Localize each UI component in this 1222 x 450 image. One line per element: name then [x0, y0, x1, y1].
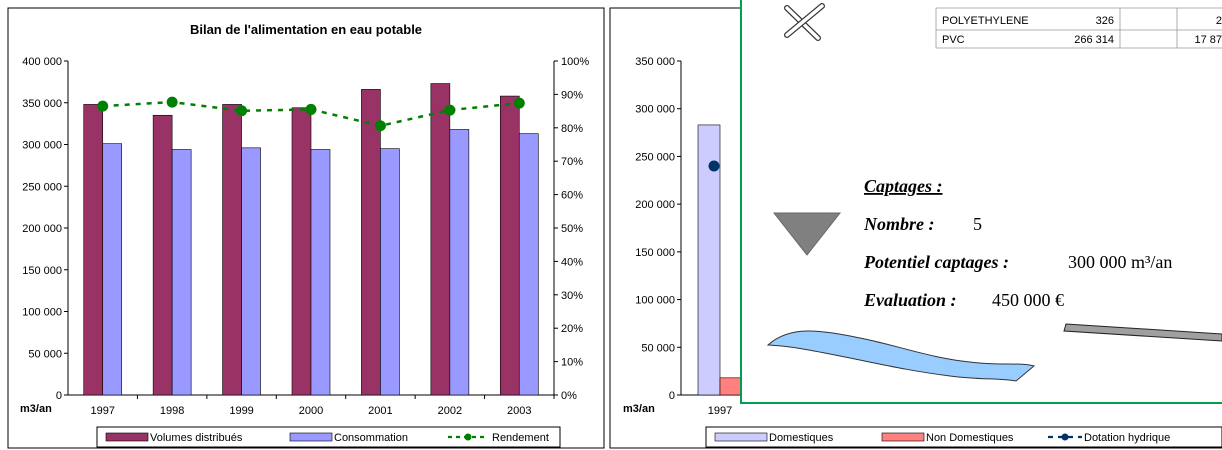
chart2-y-tick-label: 250 000 [635, 151, 675, 163]
chart1-y-tick-label: 400 000 [22, 56, 62, 68]
chart2-y-tick-label: 100 000 [635, 295, 675, 307]
chart2-legend-box [705, 426, 1222, 448]
bar-consommation [449, 129, 470, 396]
material-table: POLYETHYLENE 326 2 PVC 266 314 17 87 [935, 7, 1222, 49]
chart1-x-tick-label: 2000 [299, 405, 323, 417]
table-row-material: PVC [942, 34, 965, 46]
captages-heading: Captages : [864, 176, 943, 196]
legend-marker-rendement [464, 433, 472, 441]
bar-non-domestiques [719, 377, 743, 396]
bar-domestiques [697, 124, 721, 396]
chart1-y-tick-label: 350 000 [22, 98, 62, 110]
chart2-y-tick-label: 50 000 [641, 342, 675, 354]
evaluation-label: Evaluation : [863, 290, 957, 310]
potentiel-value: 300 000 m³/an [1068, 252, 1172, 272]
chart1-y-tick-label: 0 [56, 390, 62, 402]
cross-icon [784, 3, 825, 41]
legend-swatch-non-domestiques [881, 432, 925, 442]
legend-label-domestiques: Domestiques [769, 432, 834, 444]
chart1-x-tick-label: 1997 [90, 405, 114, 417]
legend-swatch-consommation [289, 432, 333, 442]
chart1-x-tick-label: 1998 [160, 405, 184, 417]
legend-label-volumes: Volumes distribués [150, 432, 243, 444]
pipe-icon [1063, 323, 1222, 342]
bar-consommation [241, 147, 261, 396]
chart1-y2-tick-label: 90% [561, 89, 583, 101]
nombre-label: Nombre : [863, 214, 935, 234]
potentiel-label: Potentiel captages : [863, 252, 1009, 272]
legend-label-rendement: Rendement [492, 432, 549, 444]
legend-label-non-domestiques: Non Domestiques [926, 432, 1014, 444]
chart1-y2-tick-label: 50% [561, 223, 583, 235]
chart1-y-tick-label: 150 000 [22, 265, 62, 277]
captages-overlay-panel: POLYETHYLENE 326 2 PVC 266 314 17 87 Cap… [740, 0, 1222, 404]
rendement-point [97, 100, 109, 112]
dotation-point [708, 160, 720, 172]
chart2-x-tick-label: 1997 [708, 405, 732, 417]
bar-consommation [518, 133, 539, 396]
chart1-y-tick-label: 100 000 [22, 307, 62, 319]
chart1-y-tick-label: 200 000 [22, 223, 62, 235]
chart1-y-tick-label: 50 000 [28, 348, 62, 360]
chart1-y2-tick-label: 10% [561, 357, 583, 369]
chart1-x-tick-label: 2001 [368, 405, 392, 417]
bar-consommation [380, 148, 400, 396]
bar-volumes-distribues [430, 83, 451, 396]
chart1-y2-tick-label: 70% [561, 156, 583, 168]
chart-water-balance: Bilan de l'alimentation en eau potable 0… [7, 7, 605, 449]
chart1-y2-tick-label: 40% [561, 256, 583, 268]
legend-swatch-domestiques [714, 432, 768, 442]
chart1-y2-tick-label: 20% [561, 323, 583, 335]
chart2-y-tick-label: 200 000 [635, 199, 675, 211]
bar-consommation [171, 149, 192, 396]
rendement-point [444, 104, 456, 116]
chart1-y-tick-label: 250 000 [22, 181, 62, 193]
table-row-extra: 2 [1216, 15, 1222, 27]
chart1-y2-tick-label: 30% [561, 290, 583, 302]
chart1-y2-tick-label: 100% [561, 56, 589, 68]
chart1-title: Bilan de l'alimentation en eau potable [190, 22, 422, 37]
chart1-y-tick-label: 300 000 [22, 140, 62, 152]
chart1-x-tick-label: 2002 [438, 405, 462, 417]
legend-marker-dotation [1061, 433, 1069, 441]
chart1-x-tick-label: 1999 [229, 405, 253, 417]
bar-volumes-distribues [499, 95, 520, 396]
rendement-point [513, 97, 525, 109]
bar-volumes-distribues [222, 104, 242, 396]
chart1-y2-tick-label: 60% [561, 190, 583, 202]
bar-consommation [310, 149, 331, 396]
chart1-y2-tick-label: 80% [561, 123, 583, 135]
chart1-unit-label: m3/an [20, 403, 52, 415]
chart1-x-tick-label: 2003 [507, 405, 531, 417]
legend-swatch-volumes [105, 432, 149, 442]
triangle-icon [772, 212, 842, 256]
rendement-point [166, 96, 178, 108]
chart2-y-tick-label: 150 000 [635, 247, 675, 259]
legend-label-consommation: Consommation [334, 432, 408, 444]
table-row-extra: 17 87 [1194, 34, 1222, 46]
rendement-point [236, 105, 248, 117]
legend-label-dotation: Dotation hydrique [1084, 432, 1170, 444]
chart1-y2-tick-label: 0% [561, 390, 577, 402]
nombre-value: 5 [973, 214, 982, 234]
chart1-legend: Volumes distribués Consommation Rendemen… [96, 426, 561, 448]
chart2-y-tick-label: 350 000 [635, 56, 675, 68]
bar-volumes-distribues [361, 89, 381, 396]
chart2-y-tick-label: 0 [669, 390, 675, 402]
table-row-material: POLYETHYLENE [942, 15, 1029, 27]
chart2-unit-label: m3/an [623, 403, 655, 415]
bar-consommation [102, 143, 123, 396]
table-row-value: 326 [1096, 15, 1114, 27]
bar-volumes-distribues [291, 107, 312, 396]
rendement-point [305, 103, 317, 115]
bar-volumes-distribues [152, 114, 173, 396]
bar-volumes-distribues [83, 104, 104, 396]
evaluation-value: 450 000 € [992, 290, 1064, 310]
chart2-legend: Domestiques Non Domestiques Dotation hyd… [705, 426, 1222, 448]
chart2-y-tick-label: 300 000 [635, 104, 675, 116]
rendement-point [374, 120, 386, 132]
river-icon [766, 330, 1036, 382]
table-row-value: 266 314 [1074, 34, 1114, 46]
